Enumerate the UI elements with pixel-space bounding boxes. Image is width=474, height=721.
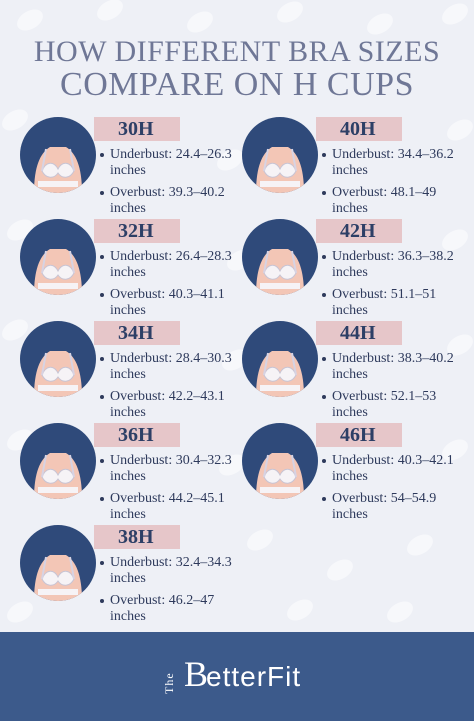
- logo-word-text: etterFit: [206, 661, 302, 692]
- overbust-measurement: Overbust: 54–54.9 inches: [322, 491, 462, 523]
- underbust-range: Underbust: 28.4–30.3: [110, 351, 232, 366]
- underbust-unit: inches: [332, 163, 368, 178]
- underbust-measurement: Underbust: 36.3–38.2 inches: [322, 249, 462, 281]
- size-label: 44H: [316, 321, 402, 345]
- overbust-range: Overbust: 39.3–40.2: [110, 185, 225, 200]
- bust-illustration-icon: [242, 117, 318, 193]
- overbust-unit: inches: [110, 303, 146, 318]
- logo-the-text: The: [162, 672, 176, 694]
- bust-illustration-icon: [20, 117, 96, 193]
- size-card-36h: 36H Underbust: 30.4–32.3 inches Overbust:…: [20, 423, 235, 523]
- size-label: 34H: [94, 321, 180, 345]
- underbust-range: Underbust: 34.4–36.2: [332, 147, 454, 162]
- overbust-range: Overbust: 44.2–45.1: [110, 491, 225, 506]
- size-card-40h: 40H Underbust: 34.4–36.2 inches Overbust:…: [242, 117, 457, 217]
- underbust-range: Underbust: 36.3–38.2: [332, 249, 454, 264]
- overbust-unit: inches: [332, 405, 368, 420]
- overbust-measurement: Overbust: 48.1–49 inches: [322, 185, 462, 217]
- overbust-unit: inches: [110, 507, 146, 522]
- measurement-list: Underbust: 34.4–36.2 inches Overbust: 48.…: [322, 147, 462, 223]
- overbust-range: Overbust: 42.2–43.1: [110, 389, 225, 404]
- bust-illustration-icon: [242, 321, 318, 397]
- measurement-list: Underbust: 24.4–26.3 inches Overbust: 39.…: [100, 147, 240, 223]
- bust-illustration-icon: [242, 219, 318, 295]
- size-label: 42H: [316, 219, 402, 243]
- underbust-range: Underbust: 24.4–26.3: [110, 147, 232, 162]
- overbust-unit: inches: [332, 507, 368, 522]
- measurement-list: Underbust: 30.4–32.3 inches Overbust: 44.…: [100, 453, 240, 529]
- measurement-list: Underbust: 28.4–30.3 inches Overbust: 42.…: [100, 351, 240, 427]
- bust-illustration-icon: [242, 423, 318, 499]
- underbust-range: Underbust: 40.3–42.1: [332, 453, 454, 468]
- overbust-measurement: Overbust: 52.1–53 inches: [322, 389, 462, 421]
- measurement-list: Underbust: 26.4–28.3 inches Overbust: 40.…: [100, 249, 240, 325]
- underbust-unit: inches: [110, 163, 146, 178]
- overbust-range: Overbust: 52.1–53: [332, 389, 437, 404]
- overbust-measurement: Overbust: 46.2–47 inches: [100, 593, 240, 625]
- underbust-measurement: Underbust: 28.4–30.3 inches: [100, 351, 240, 383]
- background-pattern: [0, 0, 474, 632]
- overbust-measurement: Overbust: 51.1–51 inches: [322, 287, 462, 319]
- size-label: 38H: [94, 525, 180, 549]
- underbust-measurement: Underbust: 40.3–42.1 inches: [322, 453, 462, 485]
- overbust-range: Overbust: 46.2–47: [110, 593, 215, 608]
- size-label: 40H: [316, 117, 402, 141]
- measurement-list: Underbust: 38.3–40.2 inches Overbust: 52.…: [322, 351, 462, 427]
- size-label: 30H: [94, 117, 180, 141]
- overbust-unit: inches: [332, 303, 368, 318]
- underbust-measurement: Underbust: 24.4–26.3 inches: [100, 147, 240, 179]
- underbust-measurement: Underbust: 32.4–34.3 inches: [100, 555, 240, 587]
- overbust-range: Overbust: 51.1–51: [332, 287, 437, 302]
- overbust-unit: inches: [110, 405, 146, 420]
- underbust-measurement: Underbust: 34.4–36.2 inches: [322, 147, 462, 179]
- underbust-unit: inches: [332, 469, 368, 484]
- footer-bar: The B etterFit: [0, 632, 474, 721]
- page-title-line-2: COMPARE ON H CUPS: [60, 66, 414, 103]
- underbust-measurement: Underbust: 38.3–40.2 inches: [322, 351, 462, 383]
- measurement-list: Underbust: 36.3–38.2 inches Overbust: 51.…: [322, 249, 462, 325]
- underbust-unit: inches: [332, 367, 368, 382]
- overbust-range: Overbust: 54–54.9: [332, 491, 437, 506]
- underbust-range: Underbust: 32.4–34.3: [110, 555, 232, 570]
- size-label: 46H: [316, 423, 402, 447]
- overbust-range: Overbust: 40.3–41.1: [110, 287, 225, 302]
- underbust-unit: inches: [110, 571, 146, 586]
- betterfit-logo[interactable]: The B etterFit: [162, 654, 322, 700]
- size-card-46h: 46H Underbust: 40.3–42.1 inches Overbust:…: [242, 423, 457, 523]
- underbust-unit: inches: [332, 265, 368, 280]
- overbust-unit: inches: [332, 201, 368, 216]
- underbust-unit: inches: [110, 367, 146, 382]
- measurement-list: Underbust: 32.4–34.3 inches Overbust: 46.…: [100, 555, 240, 631]
- size-label: 32H: [94, 219, 180, 243]
- size-card-32h: 32H Underbust: 26.4–28.3 inches Overbust:…: [20, 219, 235, 319]
- bust-illustration-icon: [20, 321, 96, 397]
- logo-b-letter: B: [184, 654, 209, 694]
- measurement-list: Underbust: 40.3–42.1 inches Overbust: 54–…: [322, 453, 462, 529]
- underbust-unit: inches: [110, 265, 146, 280]
- overbust-unit: inches: [110, 201, 146, 216]
- overbust-measurement: Overbust: 44.2–45.1 inches: [100, 491, 240, 523]
- size-card-30h: 30H Underbust: 24.4–26.3 inches Overbust:…: [20, 117, 235, 217]
- size-card-44h: 44H Underbust: 38.3–40.2 inches Overbust:…: [242, 321, 457, 421]
- underbust-unit: inches: [110, 469, 146, 484]
- bust-illustration-icon: [20, 525, 96, 601]
- bust-illustration-icon: [20, 219, 96, 295]
- overbust-measurement: Overbust: 40.3–41.1 inches: [100, 287, 240, 319]
- overbust-unit: inches: [110, 609, 146, 624]
- underbust-range: Underbust: 30.4–32.3: [110, 453, 232, 468]
- bust-illustration-icon: [20, 423, 96, 499]
- overbust-measurement: Overbust: 39.3–40.2 inches: [100, 185, 240, 217]
- size-label: 36H: [94, 423, 180, 447]
- size-card-42h: 42H Underbust: 36.3–38.2 inches Overbust:…: [242, 219, 457, 319]
- underbust-measurement: Underbust: 26.4–28.3 inches: [100, 249, 240, 281]
- overbust-range: Overbust: 48.1–49: [332, 185, 437, 200]
- overbust-measurement: Overbust: 42.2–43.1 inches: [100, 389, 240, 421]
- underbust-range: Underbust: 38.3–40.2: [332, 351, 454, 366]
- underbust-range: Underbust: 26.4–28.3: [110, 249, 232, 264]
- page-title-line-1: HOW DIFFERENT BRA SIZES: [33, 35, 441, 68]
- size-card-38h: 38H Underbust: 32.4–34.3 inches Overbust:…: [20, 525, 235, 625]
- size-card-34h: 34H Underbust: 28.4–30.3 inches Overbust:…: [20, 321, 235, 421]
- underbust-measurement: Underbust: 30.4–32.3 inches: [100, 453, 240, 485]
